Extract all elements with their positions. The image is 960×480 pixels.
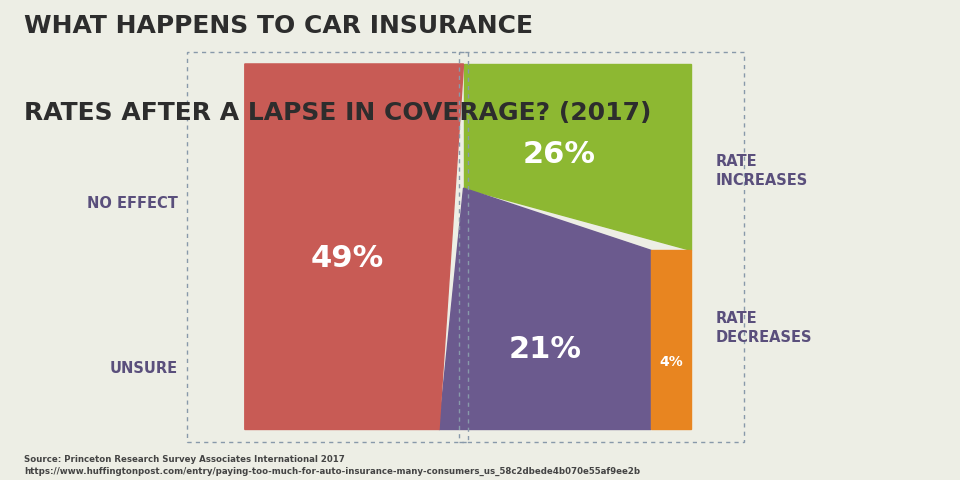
Polygon shape	[464, 65, 691, 251]
Text: https://www.huffingtonpost.com/entry/paying-too-much-for-auto-insurance-many-con: https://www.huffingtonpost.com/entry/pay…	[24, 466, 640, 475]
Text: NO EFFECT: NO EFFECT	[86, 196, 178, 211]
Bar	[187, 53, 468, 442]
Polygon shape	[439, 189, 651, 430]
Text: RATE
DECREASES: RATE DECREASES	[715, 311, 812, 344]
Text: 4%: 4%	[660, 355, 683, 369]
Text: 49%: 49%	[311, 244, 384, 273]
Text: 26%: 26%	[522, 140, 595, 168]
Polygon shape	[245, 65, 464, 430]
Text: Source: Princeton Research Survey Associates International 2017: Source: Princeton Research Survey Associ…	[24, 454, 345, 463]
Bar	[459, 53, 744, 442]
Text: RATES AFTER A LAPSE IN COVERAGE? (2017): RATES AFTER A LAPSE IN COVERAGE? (2017)	[24, 101, 652, 125]
Text: 21%: 21%	[509, 335, 582, 363]
Text: RATE
INCREASES: RATE INCREASES	[715, 154, 807, 187]
Text: WHAT HAPPENS TO CAR INSURANCE: WHAT HAPPENS TO CAR INSURANCE	[24, 14, 533, 38]
Polygon shape	[651, 251, 691, 430]
Text: UNSURE: UNSURE	[109, 360, 178, 375]
